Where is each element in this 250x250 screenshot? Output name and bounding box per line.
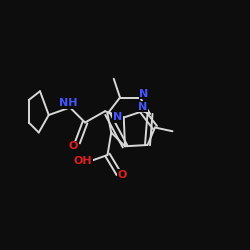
- Text: O: O: [118, 170, 127, 180]
- Text: N: N: [113, 112, 122, 122]
- Text: OH: OH: [74, 156, 92, 166]
- Text: NH: NH: [60, 98, 78, 108]
- Text: O: O: [68, 141, 78, 151]
- Text: N: N: [138, 102, 147, 112]
- Text: N: N: [139, 89, 148, 99]
